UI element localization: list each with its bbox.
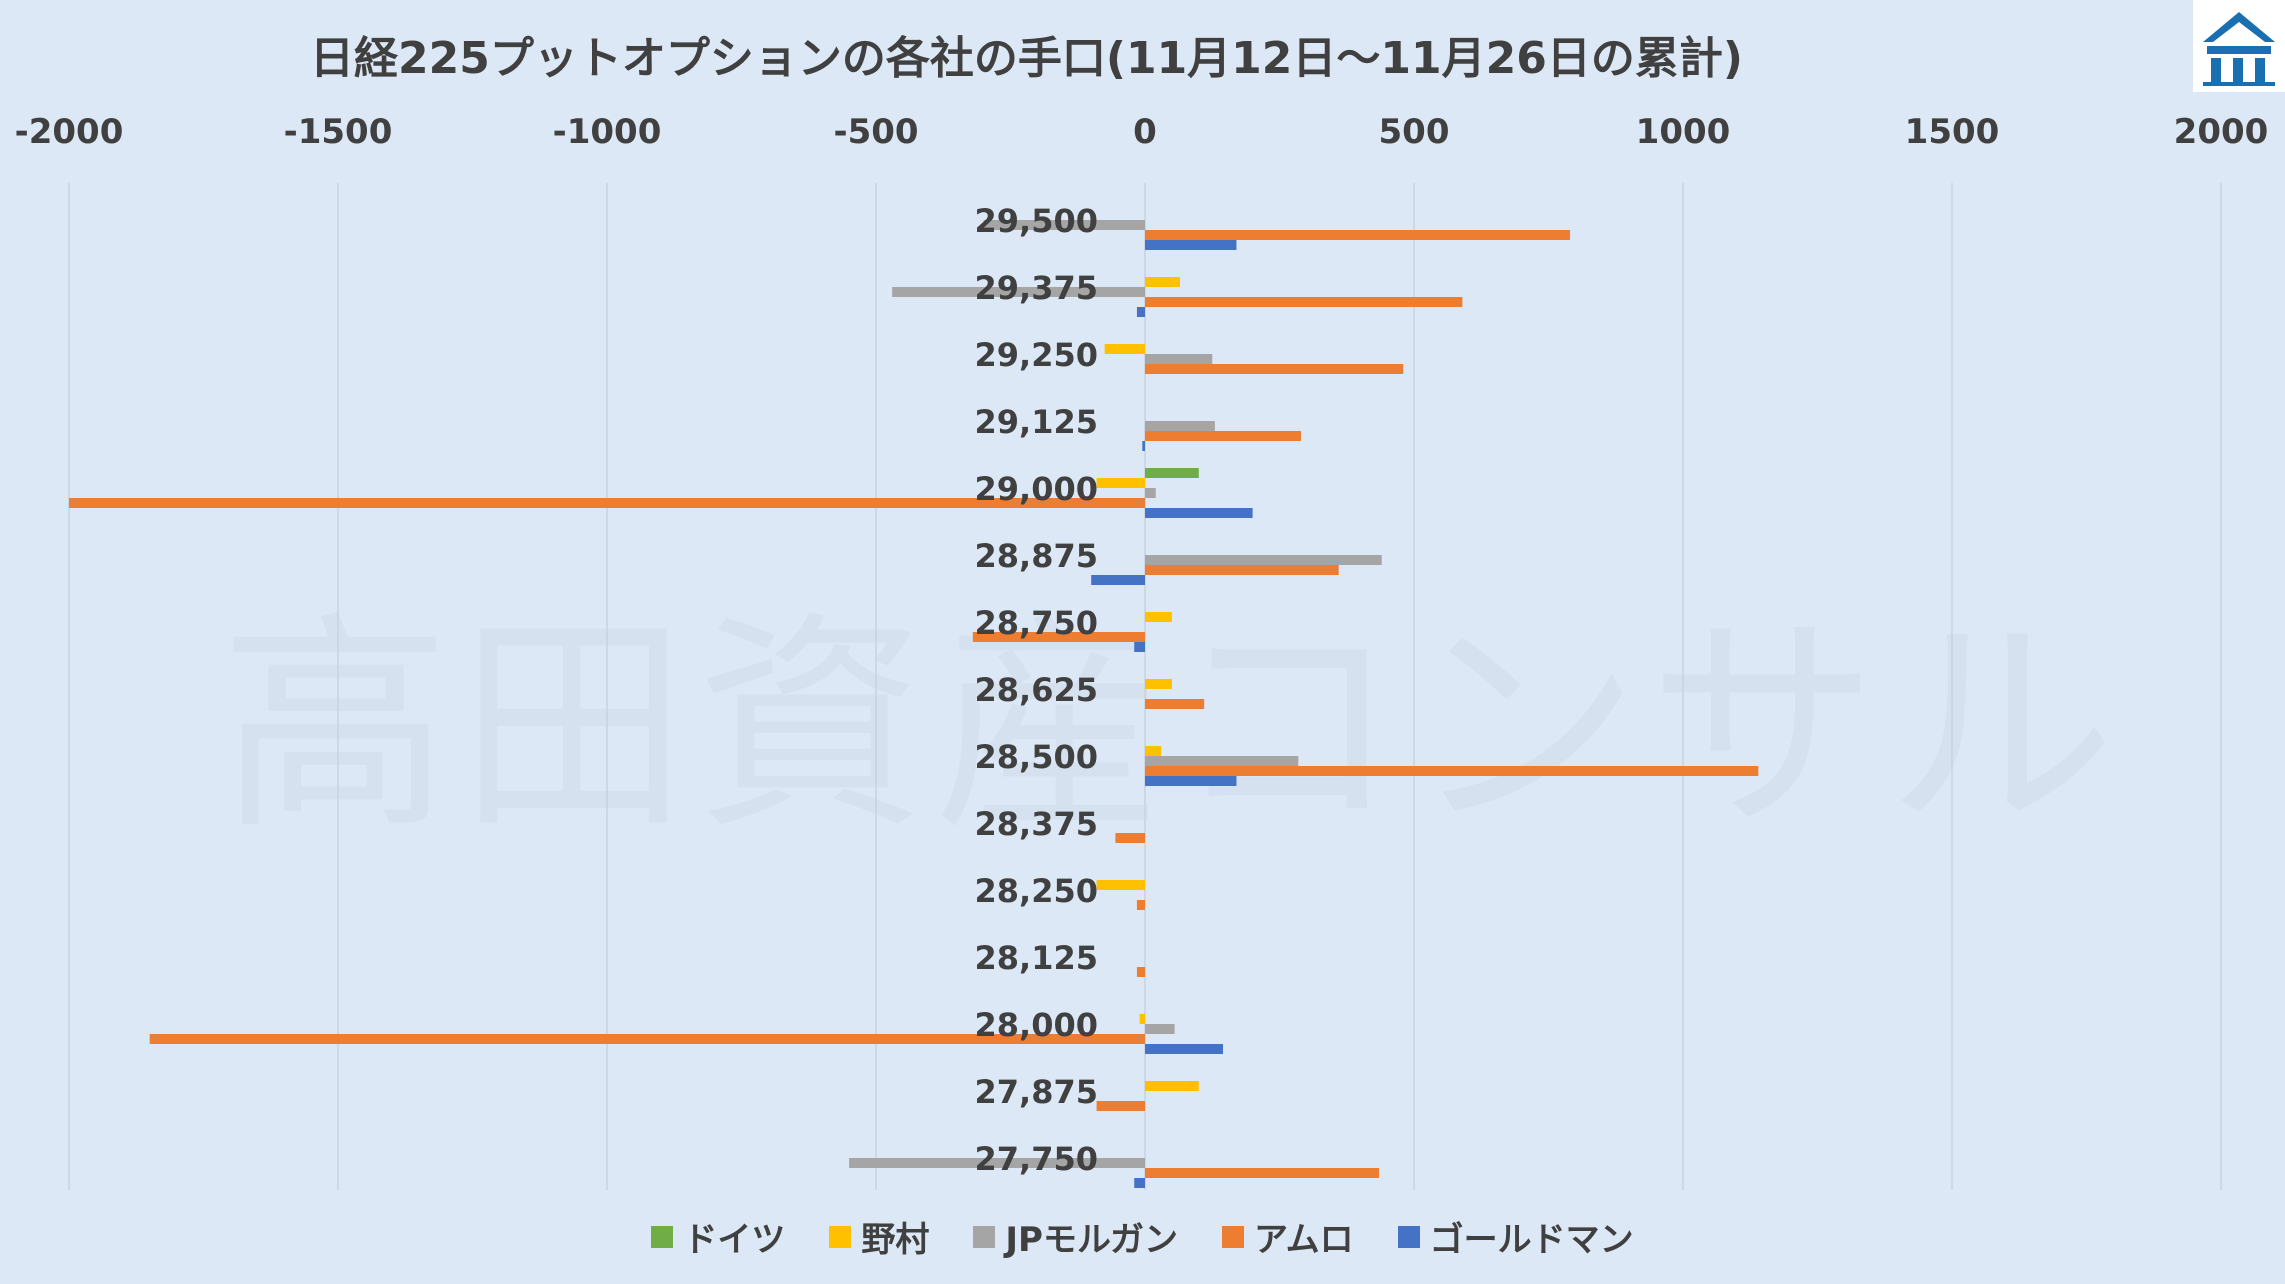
logo-icon — [2193, 0, 2285, 92]
bar — [1145, 364, 1404, 374]
bar — [1091, 575, 1145, 585]
bar — [1145, 756, 1299, 766]
bar — [1134, 642, 1145, 652]
bar — [149, 1034, 1145, 1044]
y-tick-label: 28,500 — [975, 738, 1098, 776]
bar — [1145, 555, 1382, 565]
legend-swatch — [829, 1225, 852, 1248]
gridlines — [68, 183, 2222, 1190]
x-tick-label: -500 — [833, 112, 918, 152]
bars — [69, 220, 1759, 1188]
bar — [892, 287, 1145, 297]
x-tick-label: -2000 — [15, 112, 124, 152]
bar — [1145, 1081, 1199, 1091]
bar — [1145, 565, 1339, 575]
y-tick-label: 29,000 — [975, 470, 1098, 508]
bar — [1104, 344, 1145, 354]
x-tick-label: 0 — [1133, 112, 1157, 152]
legend-swatch — [973, 1225, 996, 1248]
y-tick-label: 28,125 — [975, 939, 1098, 977]
y-tick-label: 29,500 — [975, 202, 1098, 240]
bar — [1145, 1024, 1175, 1034]
watermark: 高田資産コンサル — [220, 594, 2125, 861]
x-tick-label: 1500 — [1905, 112, 2000, 152]
bar — [1134, 1178, 1145, 1188]
x-tick-label: 500 — [1379, 112, 1450, 152]
bar — [1096, 478, 1145, 488]
legend: ドイツ 野村 JPモルガン アムロ ゴールドマン — [0, 1212, 2285, 1261]
bar — [1096, 880, 1145, 890]
legend-label: ゴールドマン — [1429, 1220, 1634, 1260]
legend-swatch — [1221, 1225, 1244, 1248]
y-tick-label: 29,125 — [975, 403, 1098, 441]
bar — [1145, 679, 1172, 689]
legend-item: 野村 — [829, 1212, 929, 1261]
bar — [849, 1158, 1145, 1168]
y-tick-label: 28,250 — [975, 872, 1098, 910]
y-tick-label: 28,750 — [975, 604, 1098, 642]
legend-label: アムロ — [1253, 1220, 1354, 1260]
bar — [1145, 746, 1162, 756]
x-tick-label: -1500 — [284, 112, 393, 152]
x-tick-label: 1000 — [1636, 112, 1731, 152]
legend-swatch — [651, 1225, 674, 1248]
y-tick-label: 28,625 — [975, 671, 1098, 709]
bar — [69, 498, 1145, 508]
bar — [1145, 354, 1213, 364]
bar — [1096, 1101, 1145, 1111]
bar — [1145, 431, 1302, 441]
bar — [1145, 508, 1253, 518]
y-tick-label: 28,875 — [975, 537, 1098, 575]
y-tick-label: 29,250 — [975, 336, 1098, 374]
x-tick-label: -1000 — [553, 112, 662, 152]
bar — [1145, 1044, 1224, 1054]
bar — [1145, 230, 1571, 240]
bar — [1145, 421, 1215, 431]
x-axis-ticks: -2000 -1500 -1000 -500 0 500 1000 1500 2000 — [15, 112, 2269, 152]
bar — [1142, 441, 1145, 451]
bar — [1145, 297, 1463, 307]
y-tick-label: 29,375 — [975, 269, 1098, 307]
bar — [1145, 1168, 1380, 1178]
y-tick-label: 27,875 — [975, 1073, 1098, 1111]
legend-item: JPモルガン — [973, 1212, 1178, 1261]
chart-title: 日経225プットオプションの各社の手口(11月12日～11月26日の累計) — [310, 33, 1743, 84]
legend-label: ドイツ — [683, 1220, 786, 1260]
x-tick-label: 2000 — [2174, 112, 2269, 152]
legend-item: アムロ — [1221, 1212, 1354, 1261]
y-tick-label: 28,000 — [975, 1006, 1098, 1044]
legend-item: ドイツ — [651, 1212, 785, 1261]
bar — [1136, 967, 1145, 977]
bar — [1136, 307, 1145, 317]
bar — [1145, 488, 1156, 498]
legend-label: 野村 — [861, 1220, 930, 1260]
legend-item: ゴールドマン — [1397, 1212, 1634, 1261]
y-tick-label: 27,750 — [975, 1140, 1098, 1178]
bar — [1145, 468, 1199, 478]
bar — [983, 220, 1145, 230]
bar — [1145, 240, 1237, 250]
y-axis-ticks: 29,500 29,375 29,250 29,125 29,000 28,875 28,7… — [975, 202, 1098, 1178]
bar — [972, 632, 1145, 642]
bar — [1115, 833, 1145, 843]
bar — [1145, 776, 1237, 786]
bar — [1139, 1014, 1145, 1024]
bar — [1145, 699, 1205, 709]
bar — [1145, 612, 1172, 622]
bar — [1145, 277, 1180, 287]
legend-swatch — [1397, 1225, 1420, 1248]
y-tick-label: 28,375 — [975, 805, 1098, 843]
bar — [1145, 766, 1759, 776]
bar — [1136, 900, 1145, 910]
legend-label: JPモルガン — [1005, 1220, 1178, 1260]
